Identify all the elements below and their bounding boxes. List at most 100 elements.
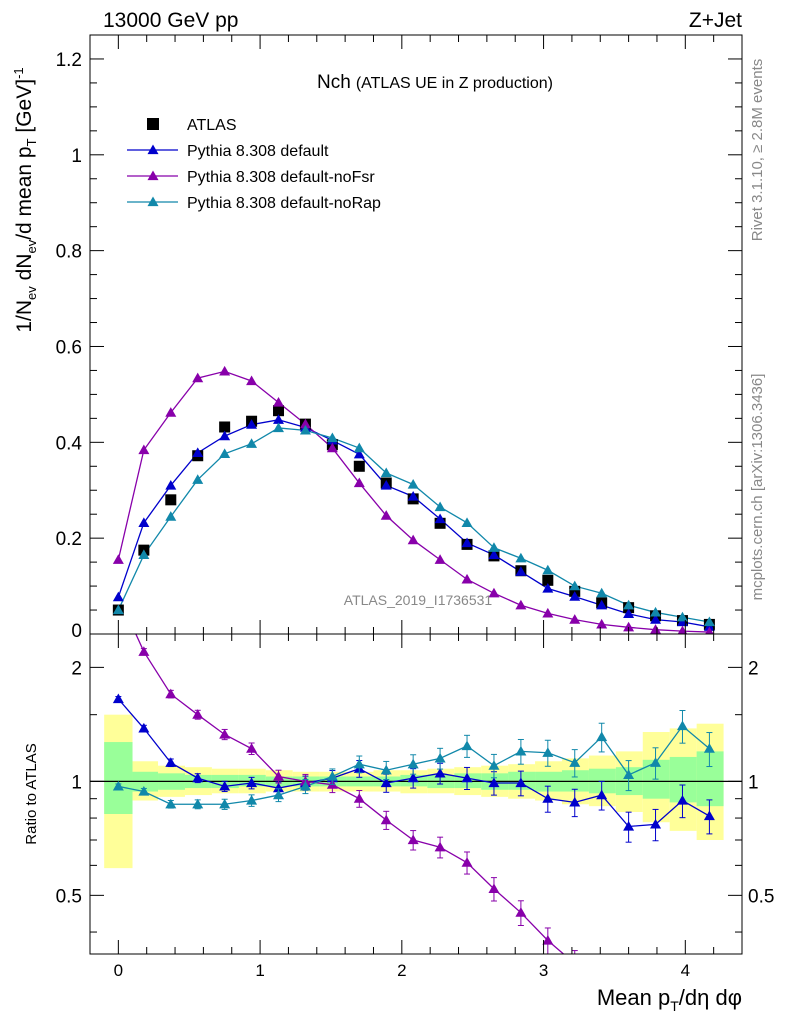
energy-label: 13000 GeV pp [103, 9, 238, 32]
ratio-point-series-1 [542, 934, 554, 945]
ratio-point-series-2 [650, 757, 662, 767]
data-point-series-2 [623, 621, 635, 632]
ratio-point-series-0 [515, 777, 527, 788]
ratio-point-series-1 [219, 728, 231, 739]
data-point-series-2 [299, 418, 311, 429]
ratio-point-series-2 [623, 769, 635, 780]
data-point-series-2 [112, 554, 124, 564]
x-tick-label: 1 [255, 961, 264, 980]
data-point-series-1 [165, 479, 177, 490]
data-point-series-2 [542, 607, 554, 618]
data-point-series-1 [434, 513, 446, 524]
ratio-point-series-1 [165, 688, 177, 699]
ratio-point-series-0 [596, 789, 608, 800]
x-tick-label: 0 [114, 961, 123, 980]
band-green [696, 751, 724, 807]
ratio-point-series-0 [246, 777, 258, 788]
data-point-series-3 [246, 438, 258, 448]
ratio-point-series-1 [596, 968, 607, 978]
data-point-series-1 [515, 566, 527, 576]
ratio-point-series-2 [112, 780, 124, 791]
data-point-series-1 [380, 479, 392, 490]
ratio-point-series-2 [192, 798, 204, 809]
data-point-series-3 [299, 424, 311, 435]
legend-marker [147, 144, 159, 155]
mcplots-label: mcplots.cern.ch [arXiv:1306.3436] [749, 374, 766, 601]
data-point-series-2 [650, 624, 662, 634]
ratio-point-series-1 [650, 1011, 661, 1021]
title-sub: (ATLAS UE in Z production) [356, 75, 553, 92]
data-point-series-1 [273, 414, 285, 424]
data-point-atlas [434, 517, 446, 529]
analysis-watermark: ATLAS_2019_I1736531 [344, 592, 493, 608]
y-tick-label: 0.8 [56, 242, 82, 263]
data-point-series-1 [353, 448, 365, 459]
data-point-series-1 [219, 430, 231, 441]
ratio-point-series-1 [380, 814, 392, 825]
y-tick-label: 0.4 [56, 433, 83, 454]
legend-marker [147, 196, 159, 207]
ratio-y-axis-label: Ratio to ATLAS [23, 743, 40, 844]
ratio-point-series-1 [246, 743, 258, 753]
ratio-point-series-0 [676, 795, 688, 805]
ratio-point-series-2 [407, 758, 419, 769]
data-point-series-1 [569, 591, 581, 601]
data-point-series-2 [380, 510, 392, 520]
data-point-series-2 [192, 372, 204, 383]
data-point-series-3 [273, 422, 285, 433]
data-point-series-2 [434, 554, 446, 564]
data-point-atlas [273, 405, 285, 417]
legend-label: Pythia 8.308 default [187, 143, 329, 160]
ratio-point-series-1 [273, 770, 285, 781]
data-point-series-1 [407, 490, 419, 501]
ratio-point-series-2 [353, 758, 365, 769]
ratio-point-series-2 [246, 795, 258, 805]
ratio-point-series-0 [192, 772, 204, 783]
y-tick-label: 0.2 [56, 529, 82, 550]
ratio-point-series-0 [569, 796, 581, 807]
legend-label: Pythia 8.308 default-noFsr [187, 169, 375, 186]
data-point-series-2 [515, 599, 527, 610]
title-main: Nch [317, 72, 351, 93]
ratio-point-series-2 [596, 731, 608, 742]
y-tick-label: 1 [71, 146, 82, 167]
legend-label: ATLAS [187, 117, 237, 134]
data-point-series-3 [380, 467, 392, 478]
data-point-series-3 [407, 478, 419, 489]
x-tick-label: 2 [397, 961, 406, 980]
data-point-series-2 [488, 587, 500, 598]
data-point-series-3 [165, 511, 177, 521]
data-point-series-2 [596, 618, 608, 629]
process-label: Z+Jet [689, 9, 742, 32]
ratio-point-series-0 [461, 772, 473, 783]
ratio-y-tick-label-right: 1 [748, 772, 759, 793]
ratio-point-series-0 [219, 780, 231, 791]
data-point-series-3 [353, 442, 365, 453]
data-point-series-1 [461, 537, 473, 548]
ratio-point-series-2 [542, 747, 554, 757]
ratio-axis-ticks: 0 1 2 3 4 0.5 0.5 1 1 2 2 [56, 634, 774, 980]
x-tick-label: 3 [539, 961, 548, 980]
ratio-point-series-2 [138, 786, 150, 796]
rivet-label: Rivet 3.1.10, ≥ 2.8M events [749, 59, 766, 242]
y-tick-label: 0 [71, 621, 82, 642]
ratio-point-series-2 [299, 780, 311, 791]
ratio-point-series-0 [138, 722, 150, 733]
ratio-point-series-1 [192, 709, 204, 719]
data-point-series-2 [246, 375, 258, 386]
ratio-point-series-2 [219, 798, 231, 809]
ratio-point-series-1 [434, 841, 446, 852]
data-point-series-3 [515, 552, 527, 563]
ratio-point-series-1 [353, 793, 365, 803]
ratio-y-tick-label: 2 [71, 658, 82, 679]
data-point-series-3 [219, 448, 231, 458]
main-axis-ticks: 0 0.2 0.4 0.6 0.8 1 1.2 [56, 35, 742, 642]
data-point-series-3 [650, 606, 662, 617]
data-point-series-3 [676, 611, 688, 622]
ratio-point-series-0 [407, 772, 419, 783]
ratio-point-series-0 [703, 810, 715, 821]
data-point-series-3 [703, 616, 715, 627]
ratio-point-series-0 [165, 757, 177, 767]
ratio-point-series-0 [542, 793, 554, 803]
